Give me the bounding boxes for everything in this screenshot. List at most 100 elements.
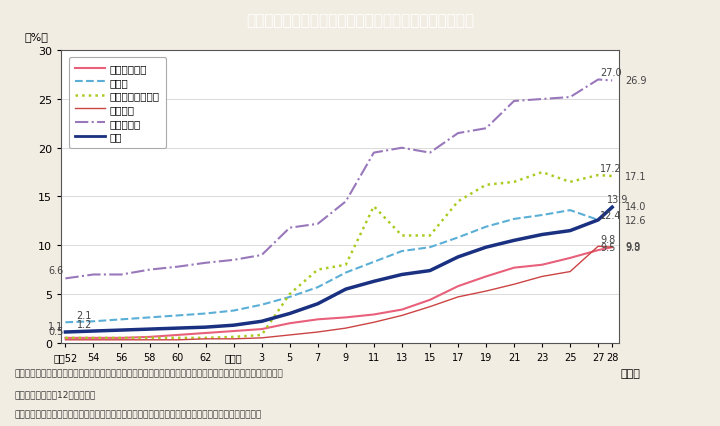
市議会	[566, 208, 575, 213]
特別区議会	[285, 226, 294, 231]
市議会	[341, 271, 350, 276]
合計	[341, 287, 350, 292]
市議会	[89, 319, 98, 324]
都道府県議会	[426, 298, 434, 303]
町村議会	[369, 320, 378, 325]
市議会	[608, 204, 616, 209]
市議会	[482, 225, 490, 230]
政令指定都市議会	[285, 292, 294, 297]
都道府県議会	[538, 262, 546, 268]
Text: 2.1: 2.1	[76, 310, 92, 320]
政令指定都市議会	[257, 333, 266, 338]
市議会	[594, 218, 603, 223]
特別区議会	[538, 97, 546, 102]
都道府県議会	[230, 329, 238, 334]
特別区議会	[397, 146, 406, 151]
市議会	[145, 315, 154, 320]
政令指定都市議会	[230, 334, 238, 340]
特別区議会	[426, 151, 434, 156]
市議会	[117, 317, 126, 322]
市議会	[174, 313, 182, 318]
町村議会	[117, 337, 126, 343]
政令指定都市議会	[566, 180, 575, 185]
市議会	[257, 302, 266, 308]
Legend: 都道府県議会, 市議会, 政令指定都市議会, 町村議会, 特別区議会, 合計: 都道府県議会, 市議会, 政令指定都市議会, 町村議会, 特別区議会, 合計	[69, 58, 166, 148]
Text: 12.6: 12.6	[625, 216, 647, 225]
特別区議会	[174, 265, 182, 270]
Line: 合計: 合計	[66, 208, 612, 332]
Text: （%）: （%）	[25, 32, 49, 42]
合計	[174, 326, 182, 331]
合計	[510, 238, 518, 243]
Text: 13.9: 13.9	[607, 195, 629, 205]
合計	[426, 268, 434, 273]
特別区議会	[454, 131, 462, 136]
町村議会	[285, 333, 294, 338]
都道府県議会	[89, 336, 98, 341]
Text: 0.5: 0.5	[48, 327, 63, 337]
町村議会	[594, 244, 603, 249]
市議会	[538, 213, 546, 218]
町村議会	[230, 337, 238, 342]
特別区議会	[117, 272, 126, 277]
Text: 9.8: 9.8	[625, 243, 640, 253]
政令指定都市議会	[61, 336, 70, 341]
町村議会	[538, 274, 546, 279]
Text: 1.2: 1.2	[76, 319, 92, 329]
政令指定都市議会	[397, 233, 406, 239]
合計	[61, 330, 70, 335]
Text: （備考）１．総務省「地方公共団体の議会の議員及び長の所属党派別人員調等」をもとに内閣府において作成。: （備考）１．総務省「地方公共団体の議会の議員及び長の所属党派別人員調等」をもとに…	[14, 368, 283, 377]
町村議会	[174, 337, 182, 343]
町村議会	[89, 337, 98, 343]
町村議会	[61, 337, 70, 343]
特別区議会	[482, 127, 490, 132]
合計	[594, 218, 603, 223]
特別区議会	[230, 258, 238, 263]
市議会	[202, 311, 210, 316]
政令指定都市議会	[313, 268, 322, 273]
特別区議会	[341, 199, 350, 204]
Text: 6.6: 6.6	[48, 266, 63, 276]
都道府県議会	[608, 245, 616, 250]
政令指定都市議会	[482, 183, 490, 188]
政令指定都市議会	[608, 174, 616, 179]
合計	[313, 302, 322, 307]
合計	[566, 228, 575, 233]
政令指定都市議会	[538, 170, 546, 175]
Text: 12.4: 12.4	[600, 211, 622, 221]
都道府県議会	[454, 284, 462, 289]
都道府県議会	[482, 274, 490, 279]
Text: 1.1: 1.1	[48, 321, 63, 331]
Text: （年）: （年）	[621, 368, 640, 378]
町村議会	[145, 337, 154, 343]
市議会	[510, 217, 518, 222]
市議会	[397, 249, 406, 254]
都道府県議会	[202, 331, 210, 336]
政令指定都市議会	[510, 180, 518, 185]
Text: ３．市議会は政令指定都市議会を含む。なお，合計は都道府県議会及び市区町村議会の合計。: ３．市議会は政令指定都市議会を含む。なお，合計は都道府県議会及び市区町村議会の合…	[14, 409, 261, 418]
市議会	[285, 295, 294, 300]
Text: 9.8: 9.8	[600, 235, 616, 245]
都道府県議会	[313, 317, 322, 322]
Text: Ｉ－１－６図　地方議会における女性議員の割合の推移: Ｉ－１－６図 地方議会における女性議員の割合の推移	[246, 13, 474, 28]
都道府県議会	[174, 333, 182, 338]
合計	[257, 319, 266, 324]
Line: 町村議会: 町村議会	[66, 247, 612, 340]
合計	[482, 245, 490, 250]
政令指定都市議会	[202, 336, 210, 341]
都道府県議会	[61, 336, 70, 341]
特別区議会	[608, 79, 616, 84]
町村議会	[397, 313, 406, 318]
特別区議会	[594, 78, 603, 83]
政令指定都市議会	[594, 173, 603, 178]
政令指定都市議会	[117, 336, 126, 341]
特別区議会	[510, 99, 518, 104]
合計	[397, 272, 406, 277]
Text: 17.1: 17.1	[625, 172, 647, 181]
Text: 17.2: 17.2	[600, 164, 622, 174]
合計	[89, 329, 98, 334]
特別区議会	[369, 151, 378, 156]
Text: 26.9: 26.9	[625, 76, 647, 86]
特別区議会	[89, 272, 98, 277]
Text: ２．各年12月末現在。: ２．各年12月末現在。	[14, 390, 96, 399]
